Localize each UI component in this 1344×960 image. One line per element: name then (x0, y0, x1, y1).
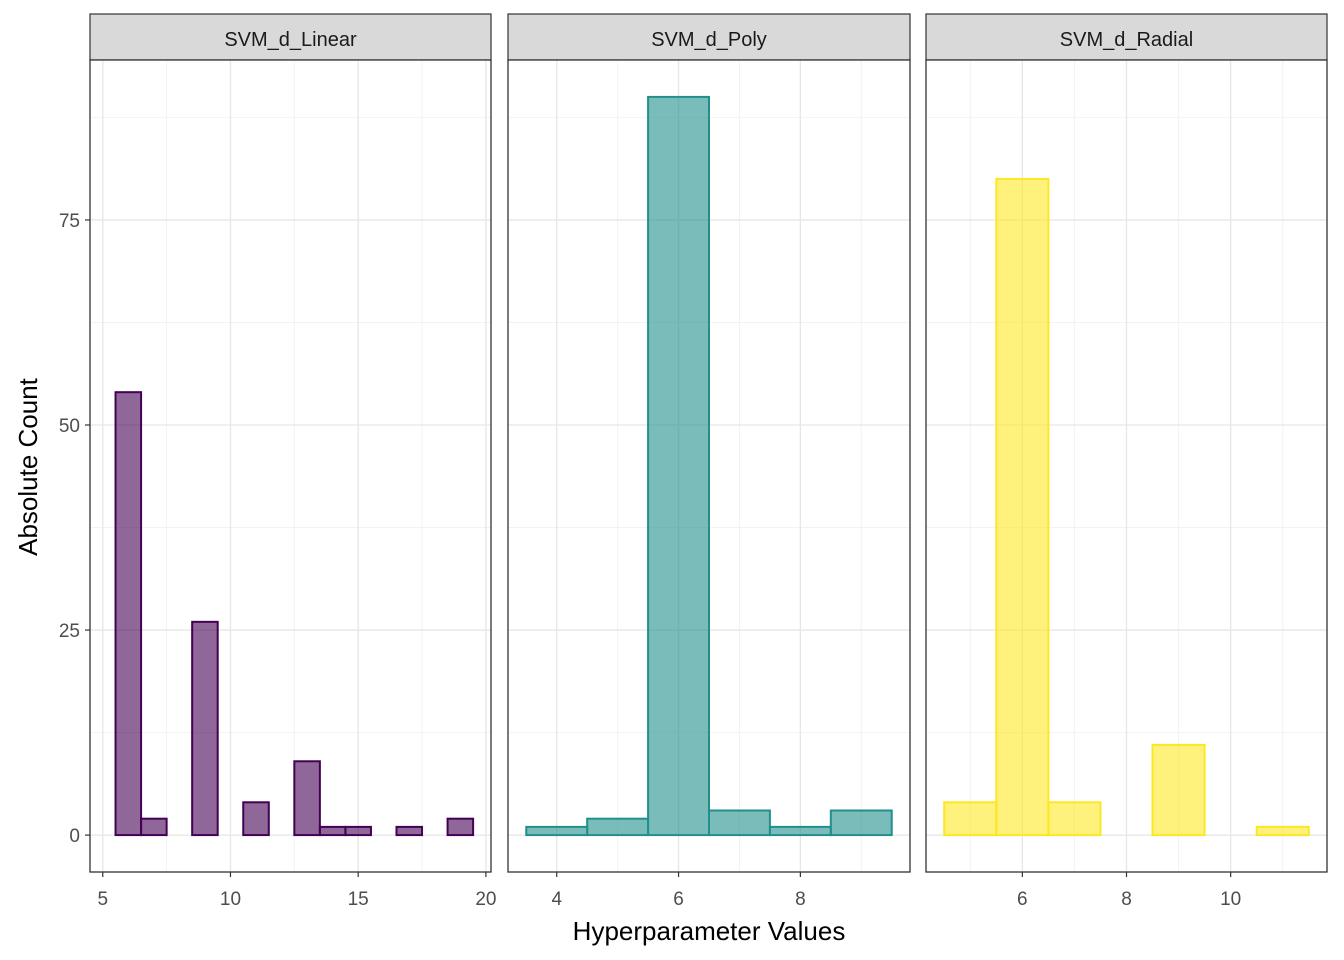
histogram-bar (395, 825, 424, 837)
histogram-bar (586, 817, 650, 837)
x-tick-label: 20 (475, 889, 496, 910)
facet-strip (925, 13, 1328, 61)
histogram-bar (768, 825, 832, 837)
x-axis-title: Hyperparameter Values (573, 916, 846, 946)
x-tick-label: 5 (97, 889, 108, 910)
y-axis: 0 25 50 75 (59, 211, 90, 847)
histogram-bar (191, 620, 219, 837)
facet-panel-SVM_d_Poly: SVM_d_Poly 4 6 8 (507, 13, 911, 910)
histogram-bar (829, 809, 893, 837)
x-tick-label: 10 (220, 889, 241, 910)
histogram-bar (647, 95, 710, 837)
histogram-bar (242, 801, 270, 837)
x-tick-label: 6 (1017, 889, 1028, 910)
histogram-bar (995, 177, 1050, 837)
x-tick-label: 8 (795, 889, 806, 910)
y-axis-title: Absolute Count (13, 377, 43, 556)
histogram-bar (708, 809, 771, 837)
histogram-bar (446, 817, 475, 837)
histogram-bar (1151, 743, 1206, 837)
facet-panel-SVM_d_Radial: SVM_d_Radial 6 8 10 (925, 13, 1328, 910)
x-tick-label: 10 (1220, 889, 1241, 910)
y-tick-label: 75 (59, 211, 80, 232)
histogram-bar (1047, 801, 1102, 837)
x-tick-label: 6 (673, 889, 684, 910)
facet-strip-label: SVM_d_Linear (224, 29, 357, 51)
histogram-bar (318, 825, 347, 837)
facet-panel-SVM_d_Linear: SVM_d_Linear 5 10 15 20 (89, 13, 496, 910)
facet-strip-label: SVM_d_Poly (651, 29, 767, 51)
histogram-bar (344, 825, 372, 837)
histogram-bar (293, 760, 321, 837)
y-tick-label: 25 (59, 621, 80, 642)
facet-strip (507, 13, 911, 61)
y-tick-label: 50 (59, 416, 80, 437)
plot-background (90, 60, 491, 872)
histogram-bar (943, 801, 998, 837)
facet-strip (89, 13, 492, 61)
y-tick-label: 0 (69, 826, 80, 847)
facet-strip-label: SVM_d_Radial (1060, 29, 1193, 51)
x-tick-label: 4 (551, 889, 562, 910)
histogram-bar (140, 817, 168, 837)
histogram-bar (1255, 825, 1310, 837)
panel-border (89, 59, 492, 873)
x-tick-label: 15 (348, 889, 369, 910)
x-tick-label: 8 (1121, 889, 1132, 910)
panel-border (507, 59, 911, 873)
histogram-bar (114, 391, 143, 837)
histogram-bar (525, 825, 589, 837)
